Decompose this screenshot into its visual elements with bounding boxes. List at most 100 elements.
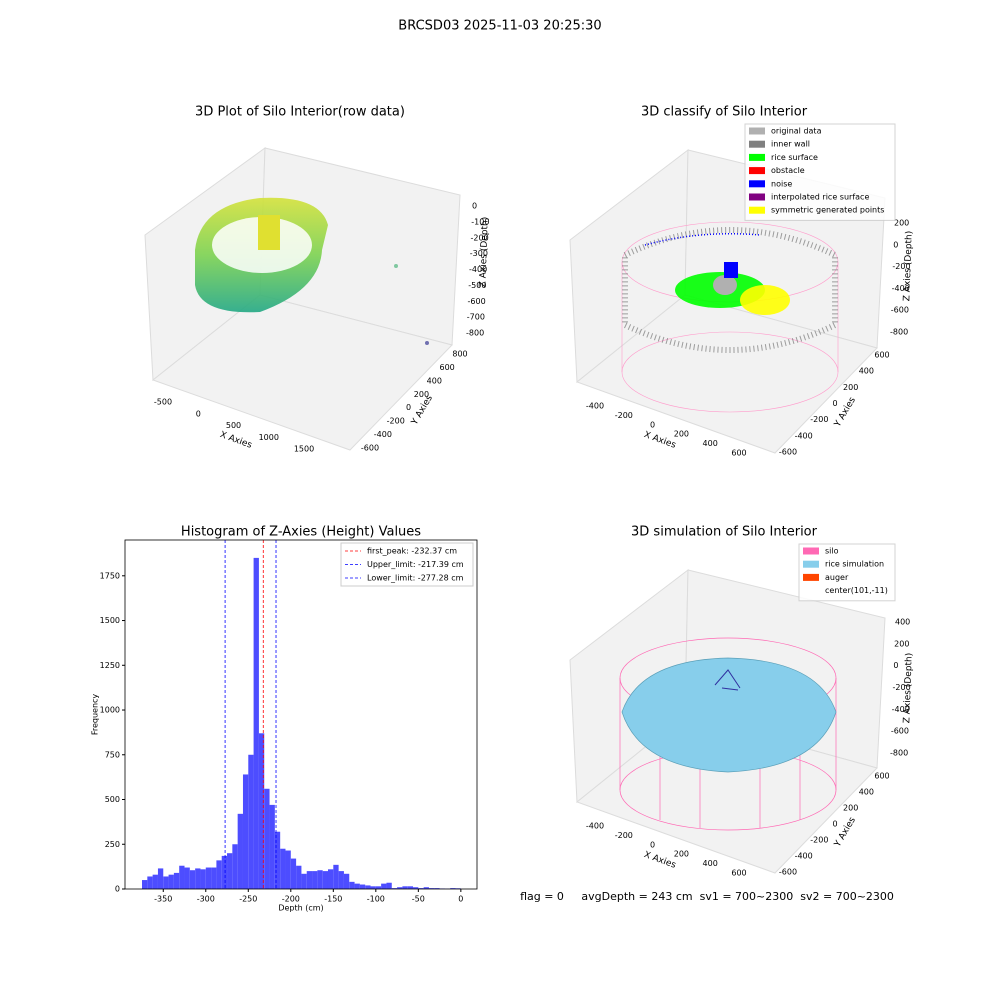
- bar: [381, 883, 387, 889]
- z-tick-label: -600: [891, 306, 909, 315]
- x-tick-label: 200: [674, 850, 689, 859]
- chart-title: 3D simulation of Silo Interior: [631, 525, 818, 540]
- y-axis-label: Frequency: [91, 694, 100, 736]
- bar: [306, 871, 313, 889]
- bar: [301, 873, 307, 889]
- x-tick-label: 600: [731, 869, 746, 878]
- footer: flag = 0 avgDepth = 243 cm sv1 = 700~230…: [520, 890, 894, 903]
- legend-label: Upper_limit: -217.39 cm: [367, 560, 464, 569]
- bar: [296, 865, 302, 889]
- chart-title: 3D Plot of Silo Interior(row data): [195, 105, 405, 120]
- y-tick-label: -600: [779, 868, 797, 877]
- z-tick-label: -400: [892, 705, 910, 714]
- y-tick-label: -400: [795, 852, 813, 861]
- legend-swatch: [749, 153, 765, 161]
- x-tick-label: 500: [226, 421, 241, 430]
- bar: [338, 871, 344, 889]
- y-tick-label: -200: [810, 415, 828, 424]
- z-tick-label: -200: [892, 262, 910, 271]
- bar: [274, 831, 281, 889]
- bar: [365, 885, 371, 889]
- x-tick-label: -350: [154, 895, 172, 904]
- z-tick-label: -200: [893, 683, 911, 692]
- legend-label: noise: [771, 179, 792, 188]
- z-tick-label: 0: [893, 240, 898, 249]
- bar: [248, 754, 254, 889]
- bar: [434, 888, 440, 889]
- bar: [253, 557, 259, 889]
- legend-label: interpolated rice surface: [771, 193, 869, 202]
- z-axis-label: Z Axies (Depth): [902, 653, 914, 724]
- legend-swatch: [749, 167, 765, 175]
- bar: [184, 867, 190, 889]
- bar: [407, 886, 414, 889]
- legend-label: inner wall: [771, 140, 810, 149]
- x-tick-label: -200: [615, 411, 633, 420]
- legend-label: obstacle: [771, 166, 805, 175]
- z-tick-label: -600: [468, 297, 486, 306]
- y-tick-label: 400: [859, 367, 874, 376]
- x-tick-label: 600: [731, 449, 746, 458]
- y-tick-label: 400: [427, 376, 442, 385]
- bar: [157, 868, 164, 889]
- y-tick-label: -200: [387, 417, 405, 426]
- legend-box: [744, 123, 896, 221]
- legend-label: first_peak: -232.37 cm: [367, 547, 457, 556]
- y-tick-label: 600: [874, 772, 889, 781]
- z-tick-label: -800: [466, 329, 484, 338]
- bar: [173, 872, 180, 889]
- y-tick-label: 0: [832, 820, 837, 829]
- point-cloud: [195, 197, 429, 345]
- bar: [258, 733, 265, 889]
- z-axis-label: Z Axies (Depth): [902, 231, 914, 302]
- legend-label: symmetric generated points: [771, 206, 884, 215]
- x-tick-label: 0: [650, 840, 655, 849]
- x-tick-label: 400: [703, 859, 718, 868]
- bar: [189, 870, 196, 889]
- bar: [397, 887, 403, 889]
- point-cloud: [619, 637, 837, 831]
- legend-swatch: [749, 127, 765, 135]
- bar: [349, 881, 355, 889]
- bar: [402, 886, 408, 889]
- z-tick-label: 0: [893, 661, 898, 670]
- y-tick-label: 1250: [100, 661, 120, 670]
- x-tick-label: -200: [282, 895, 300, 904]
- bar: [242, 774, 249, 889]
- bar: [317, 870, 323, 889]
- bar: [280, 848, 286, 889]
- bar: [322, 871, 328, 889]
- legend-swatch: [803, 573, 819, 581]
- bar: [312, 871, 318, 889]
- legend-swatch: [749, 193, 765, 201]
- legend-swatch: [803, 560, 819, 568]
- figure-title: BRCSD03 2025-11-03 20:25:30: [398, 19, 601, 34]
- y-tick-label: 0: [115, 885, 120, 894]
- bar: [232, 844, 238, 889]
- bar: [450, 888, 456, 889]
- x-tick-label: -300: [197, 895, 215, 904]
- point-cloud: [621, 221, 839, 413]
- y-tick-label: 0: [832, 399, 837, 408]
- x-axis-label: Depth (cm): [278, 904, 323, 913]
- bar: [386, 882, 392, 889]
- z-axis-label: Z Axies (Depth): [478, 217, 490, 288]
- z-tick-label: 0: [472, 202, 477, 211]
- bar: [327, 869, 334, 889]
- bar: [413, 887, 419, 889]
- legend-label: silo: [825, 547, 839, 556]
- bar: [354, 883, 360, 889]
- x-tick-label: -100: [367, 895, 385, 904]
- x-tick-label: -400: [586, 822, 604, 831]
- x-tick-label: -400: [586, 402, 604, 411]
- x-tick-label: 0: [458, 895, 463, 904]
- x-tick-label: -250: [239, 895, 257, 904]
- x-tick-label: 1500: [294, 445, 314, 454]
- bar: [423, 887, 429, 889]
- bar: [163, 876, 169, 889]
- bar: [147, 876, 153, 889]
- z-tick-label: 200: [894, 219, 909, 228]
- z-tick-label: -400: [469, 265, 487, 274]
- z-tick-label: -300: [470, 249, 488, 258]
